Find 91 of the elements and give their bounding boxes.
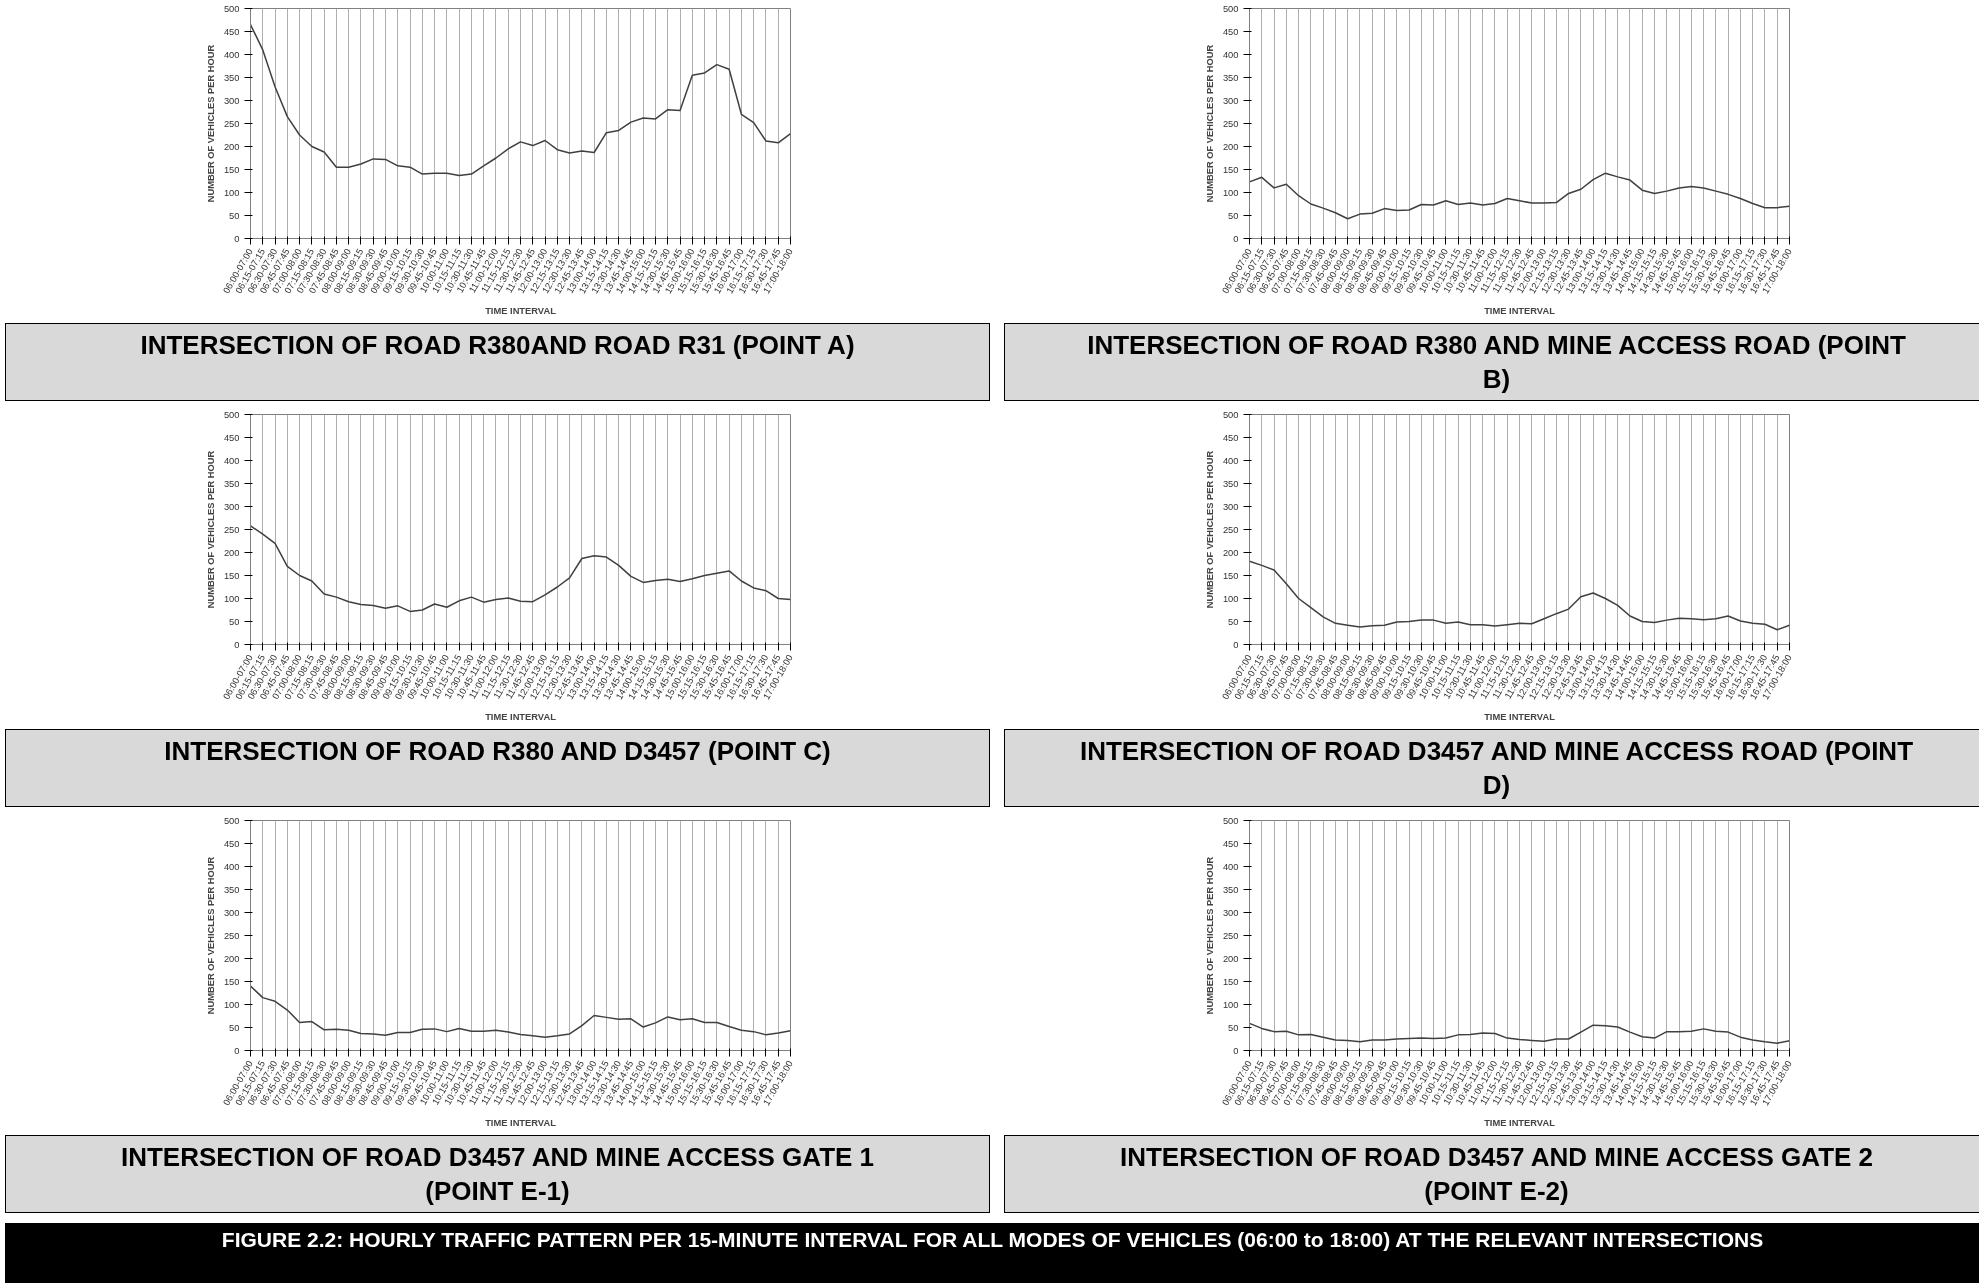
y-tick-label: 400 <box>1222 49 1239 60</box>
y-axis-title: NUMBER OF VEHICLES PER HOUR <box>1204 44 1215 203</box>
y-tick-label: 50 <box>229 1022 240 1033</box>
y-tick-label: 350 <box>1222 72 1239 83</box>
y-tick-label: 450 <box>1222 838 1239 849</box>
line-series <box>1249 1022 1790 1044</box>
x-axis-title: TIME INTERVAL <box>1484 711 1556 722</box>
line-series <box>250 985 791 1038</box>
y-tick-label: 100 <box>1222 593 1239 604</box>
y-tick-label: 100 <box>223 999 240 1010</box>
y-tick-label: 250 <box>223 118 240 129</box>
y-tick-label: 350 <box>223 478 240 489</box>
y-tick-label: 200 <box>1222 547 1239 558</box>
y-tick-label: 400 <box>223 455 240 466</box>
y-tick-label: 450 <box>1222 26 1239 37</box>
text: INTERSECTION OF ROAD D3457 AND MINE ACCESS ROAD (POINT D) <box>1078 735 1914 802</box>
y-axis-title: NUMBER OF VEHICLES PER HOUR <box>1204 450 1215 609</box>
y-tick-label: 150 <box>223 976 240 987</box>
y-tick-label: 250 <box>223 524 240 535</box>
y-tick-label: 0 <box>234 1045 240 1056</box>
y-tick-label: 500 <box>1222 409 1239 420</box>
y-tick-label: 200 <box>223 547 240 558</box>
text: INTERSECTION OF ROAD R380 AND D3457 (POINT C) <box>164 735 831 768</box>
y-tick-label: 350 <box>223 884 240 895</box>
y-tick-label: 300 <box>223 501 240 512</box>
y-tick-label: 300 <box>223 907 240 918</box>
y-tick-label: 350 <box>223 72 240 83</box>
y-tick-label: 0 <box>1233 639 1239 650</box>
y-axis-title: NUMBER OF VEHICLES PER HOUR <box>205 44 216 203</box>
y-tick-label: 0 <box>1233 233 1239 244</box>
y-tick-label: 100 <box>223 187 240 198</box>
y-tick-label: 300 <box>223 95 240 106</box>
y-tick-label: 150 <box>1222 570 1239 581</box>
y-tick-label: 350 <box>1222 478 1239 489</box>
y-tick-label: 500 <box>1222 815 1239 826</box>
y-tick-label: 100 <box>1222 187 1239 198</box>
y-tick-label: 400 <box>223 861 240 872</box>
y-tick-label: 400 <box>1222 861 1239 872</box>
y-tick-label: 450 <box>1222 432 1239 443</box>
y-tick-label: 150 <box>223 164 240 175</box>
y-tick-label: 150 <box>1222 164 1239 175</box>
line-series <box>250 23 791 177</box>
y-tick-label: 200 <box>1222 953 1239 964</box>
y-tick-label: 500 <box>223 3 240 14</box>
line-series <box>1249 172 1790 220</box>
y-tick-label: 300 <box>1222 501 1239 512</box>
y-tick-label: 150 <box>1222 976 1239 987</box>
text: INTERSECTION OF ROAD D3457 AND MINE ACCESS GATE 1 (POINT E-1) <box>119 1141 876 1208</box>
y-tick-label: 50 <box>1228 210 1239 221</box>
y-axis-title: NUMBER OF VEHICLES PER HOUR <box>205 450 216 609</box>
y-tick-label: 250 <box>1222 118 1239 129</box>
y-tick-label: 450 <box>223 26 240 37</box>
y-tick-label: 0 <box>1233 1045 1239 1056</box>
y-tick-label: 50 <box>1228 1022 1239 1033</box>
x-axis-title: TIME INTERVAL <box>485 305 557 316</box>
y-tick-label: 0 <box>234 639 240 650</box>
y-tick-label: 150 <box>223 570 240 581</box>
y-tick-label: 350 <box>1222 884 1239 895</box>
y-tick-label: 100 <box>223 593 240 604</box>
y-tick-label: 50 <box>229 616 240 627</box>
line-series <box>250 525 791 613</box>
y-tick-label: 400 <box>1222 455 1239 466</box>
y-tick-label: 100 <box>1222 999 1239 1010</box>
y-tick-label: 200 <box>223 953 240 964</box>
x-axis-title: TIME INTERVAL <box>1484 305 1556 316</box>
y-tick-label: 50 <box>1228 616 1239 627</box>
y-tick-label: 500 <box>223 409 240 420</box>
y-tick-label: 250 <box>223 930 240 941</box>
y-tick-label: 500 <box>1222 3 1239 14</box>
x-axis-title: TIME INTERVAL <box>485 1117 557 1128</box>
y-tick-label: 400 <box>223 49 240 60</box>
y-tick-label: 500 <box>223 815 240 826</box>
y-tick-label: 250 <box>1222 524 1239 535</box>
y-tick-label: 300 <box>1222 95 1239 106</box>
caption: FIGURE 2.2: HOURLY TRAFFIC PATTERN PER 15-MINUTE INTERVAL FOR ALL MODES OF VEHICLES (06:00 to 18:00) AT THE RELEVANT INTERSECTIONS <box>221 1227 1764 1253</box>
text: INTERSECTION OF ROAD R380 AND MINE ACCESS ROAD (POINT B) <box>1086 329 1907 396</box>
y-tick-label: 0 <box>234 233 240 244</box>
y-tick-label: 450 <box>223 432 240 443</box>
y-tick-label: 450 <box>223 838 240 849</box>
y-tick-label: 250 <box>1222 930 1239 941</box>
y-tick-label: 300 <box>1222 907 1239 918</box>
x-axis-title: TIME INTERVAL <box>485 711 557 722</box>
y-tick-label: 200 <box>223 141 240 152</box>
text: INTERSECTION OF ROAD R380AND ROAD R31 (POINT A) <box>140 329 855 362</box>
y-tick-label: 50 <box>229 210 240 221</box>
text: INTERSECTION OF ROAD D3457 AND MINE ACCESS GATE 2 (POINT E-2) <box>1118 1141 1875 1208</box>
line-series <box>1249 560 1790 631</box>
y-tick-label: 200 <box>1222 141 1239 152</box>
y-axis-title: NUMBER OF VEHICLES PER HOUR <box>205 856 216 1015</box>
y-axis-title: NUMBER OF VEHICLES PER HOUR <box>1204 856 1215 1015</box>
x-axis-title: TIME INTERVAL <box>1484 1117 1556 1128</box>
